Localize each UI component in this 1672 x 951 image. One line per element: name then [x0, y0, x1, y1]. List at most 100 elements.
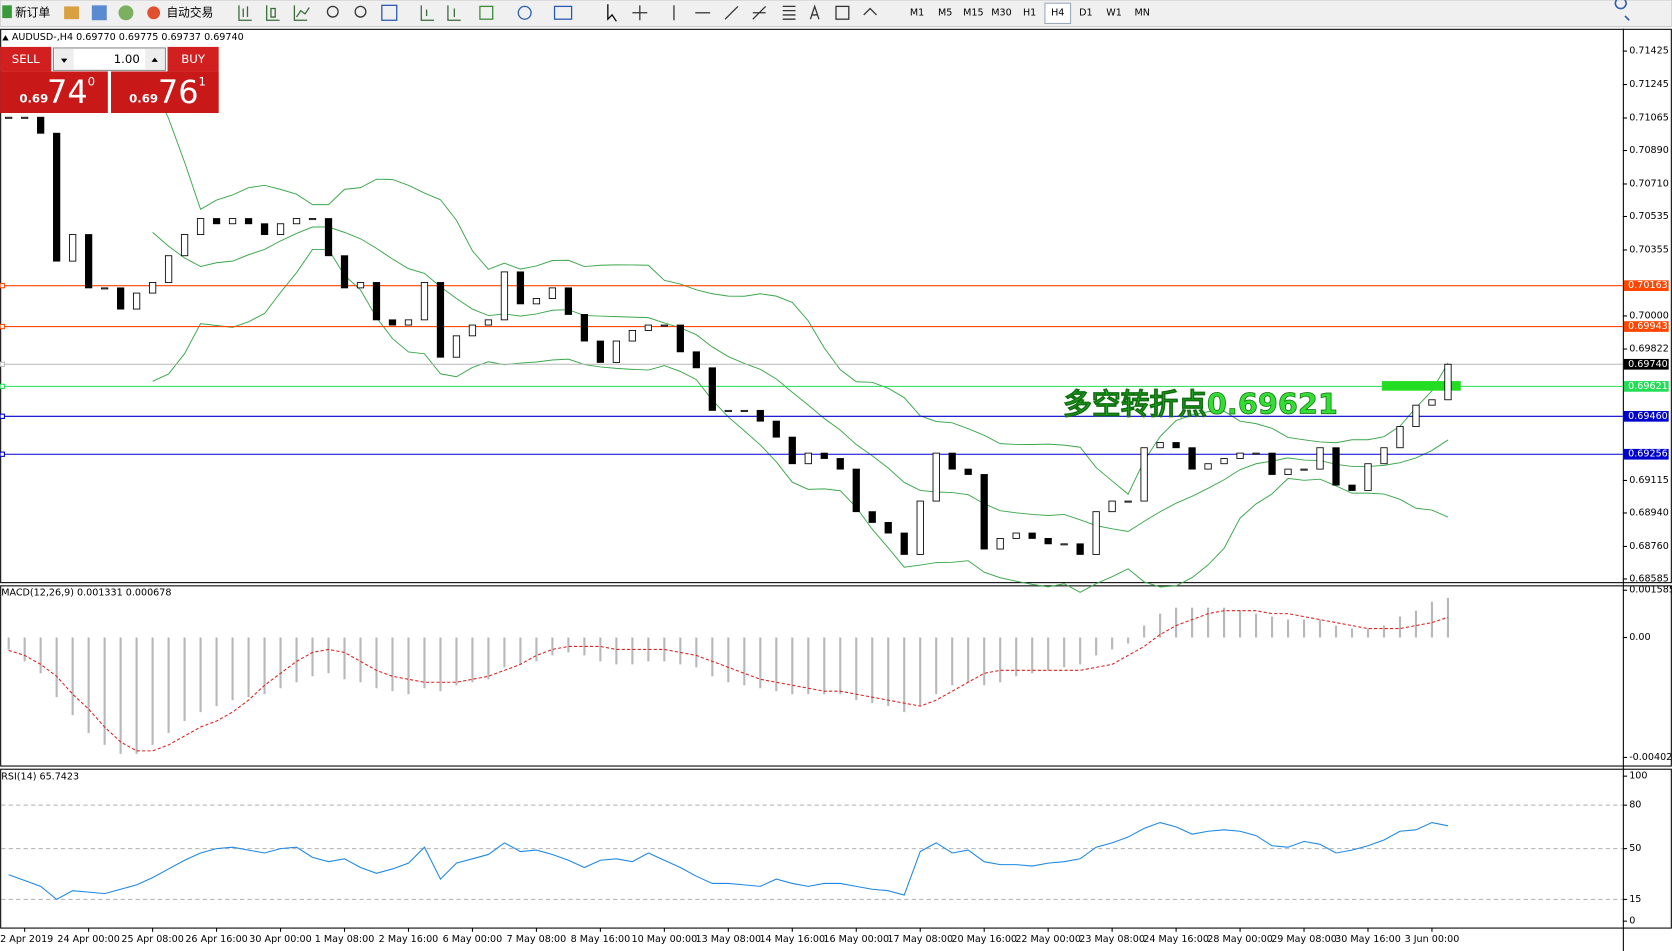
one-click-trading: SELL 1.00 BUY 0.69 74 0 0.69 76 1: [0, 46, 219, 114]
candle-body: [1060, 543, 1068, 546]
lot-value[interactable]: 1.00: [114, 52, 140, 66]
sell-label[interactable]: SELL: [12, 52, 40, 66]
timeframe-button[interactable]: M5: [938, 7, 952, 18]
cursor-tool[interactable]: [607, 4, 617, 22]
line-tool[interactable]: [293, 5, 310, 21]
candle-body: [404, 319, 413, 326]
fibo-tool[interactable]: [782, 5, 796, 20]
timeframe-button[interactable]: D1: [1079, 7, 1092, 18]
candle-tool[interactable]: [266, 5, 280, 21]
price-level-label: 0.69460: [1628, 411, 1668, 422]
candle-body: [932, 452, 940, 502]
candle-body: [196, 218, 205, 235]
x-tick-label: 7 May 08:00: [507, 934, 567, 945]
y-tick-label: 0: [1629, 916, 1635, 927]
search-icon[interactable]: [1614, 0, 1630, 21]
candle-body: [1348, 484, 1356, 491]
x-tick-label: 13 May 08:00: [695, 934, 761, 945]
bid-box[interactable]: [0, 71, 108, 114]
auto-trade-icon[interactable]: [147, 6, 161, 20]
candle-body: [260, 223, 269, 235]
indicators[interactable]: [479, 5, 494, 20]
lot-decrease-arrow: [60, 58, 68, 63]
timeframe-button[interactable]: M1: [910, 7, 924, 18]
ask-box[interactable]: [111, 71, 219, 114]
candle-body: [324, 218, 333, 257]
buy-label[interactable]: BUY: [181, 52, 206, 66]
y-tick-label: 0.71245: [1629, 79, 1669, 90]
timeframe-button[interactable]: MN: [1134, 7, 1149, 18]
templates[interactable]: [553, 5, 573, 20]
sell-button[interactable]: [0, 46, 52, 72]
candle-body: [500, 271, 509, 321]
new-order-button[interactable]: 新订单: [15, 5, 50, 19]
candle-body: [916, 500, 924, 555]
tool-icon[interactable]: [118, 5, 134, 21]
periods[interactable]: [517, 5, 532, 20]
buy-button[interactable]: [167, 46, 219, 72]
crosshair-tool[interactable]: [632, 5, 648, 21]
collapse-arrow[interactable]: [2, 35, 9, 41]
lot-increase-arrow: [151, 57, 158, 62]
new-order-icon[interactable]: [2, 5, 12, 19]
price-level-handle[interactable]: [0, 383, 5, 390]
candle-body: [85, 234, 93, 289]
y-tick-label: 0.70000: [1629, 310, 1669, 321]
candle-body: [276, 223, 285, 235]
x-tick-label: 8 May 16:00: [571, 934, 631, 945]
candle-body: [1204, 463, 1212, 470]
x-tick-label: 24 May 16:00: [1143, 934, 1209, 945]
label-tool[interactable]: [835, 5, 850, 20]
price-level-label: 0.69943: [1628, 321, 1668, 332]
x-tick-label: 2 Apr 2019: [0, 934, 53, 945]
timeframe-button[interactable]: M15: [963, 7, 983, 18]
bid-fraction: 0: [88, 75, 95, 89]
timeframe-button[interactable]: H4: [1051, 7, 1064, 18]
tool-icon[interactable]: [64, 6, 80, 20]
candle-body: [516, 271, 525, 305]
price-level-handle[interactable]: [0, 323, 5, 330]
candle-body: [228, 218, 237, 225]
chart-shift[interactable]: [447, 5, 461, 21]
autoscroll[interactable]: [420, 5, 435, 21]
candle-body: [308, 218, 317, 221]
auto-trade-button[interactable]: 自动交易: [166, 5, 213, 19]
ask-fraction: 1: [198, 75, 205, 89]
candle-body: [740, 409, 748, 412]
candle-body: [101, 287, 109, 290]
zoom-in[interactable]: [326, 5, 339, 18]
price-level-handle[interactable]: [0, 451, 5, 457]
trendline-tool[interactable]: [724, 5, 739, 20]
timeframe-button[interactable]: M30: [991, 7, 1011, 18]
price-level-tag: [1623, 280, 1669, 291]
price-level-handle[interactable]: [0, 413, 5, 419]
tile-windows[interactable]: [381, 4, 398, 21]
timeframe-selected[interactable]: [1044, 2, 1072, 24]
macd-title: MACD(12,26,9) 0.001331 0.000678: [1, 587, 171, 598]
candle-body: [948, 452, 956, 470]
price-level-handle[interactable]: [0, 282, 5, 289]
candle-body: [628, 330, 636, 342]
zoom-out[interactable]: [354, 5, 367, 18]
arrows-tool[interactable]: [863, 7, 877, 16]
x-tick-label: 17 May 08:00: [887, 934, 953, 945]
tool-icon[interactable]: [91, 5, 107, 21]
x-tick-label: 3 Jun 00:00: [1405, 934, 1460, 945]
candle-body: [1252, 452, 1260, 455]
timeframe-button[interactable]: W1: [1106, 7, 1122, 18]
bar-chart-tool[interactable]: [238, 5, 252, 21]
pivot-annotation: 多空转折点0.69621: [1063, 387, 1338, 421]
candle-body: [1236, 452, 1244, 459]
lot-input[interactable]: [52, 47, 166, 71]
candle-body: [852, 468, 860, 513]
price-level-handle[interactable]: [0, 361, 5, 367]
candle-body: [340, 255, 349, 289]
candle-body: [532, 298, 541, 305]
x-tick-label: 24 Apr 00:00: [57, 934, 119, 945]
text-tool[interactable]: [809, 4, 820, 20]
candle-body: [1124, 500, 1132, 503]
y-tick-label: 0.70355: [1629, 244, 1669, 255]
channel-tool[interactable]: [752, 5, 767, 20]
timeframe-button[interactable]: H1: [1023, 7, 1036, 18]
